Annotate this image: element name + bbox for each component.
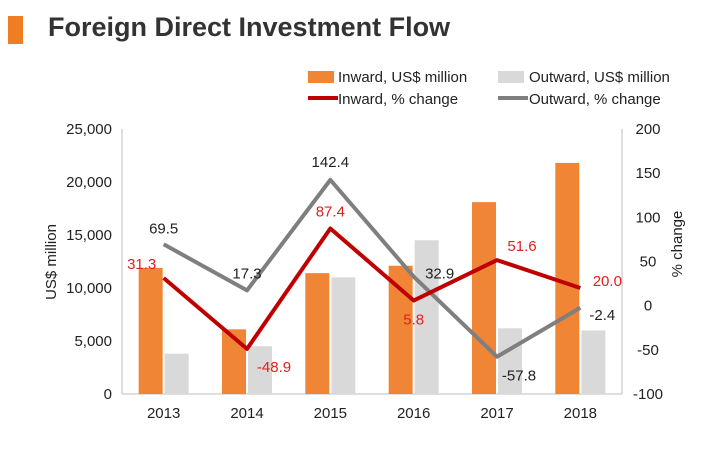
y2-tick-label: -50: [637, 342, 659, 359]
data-label-outward-change: 142.4: [312, 154, 350, 171]
y2-tick-label: 200: [635, 121, 660, 138]
bar-outward: [581, 330, 606, 394]
y2-tick-label: -100: [633, 386, 663, 403]
bar-inward: [138, 267, 163, 394]
line-inward-change: [162, 226, 581, 351]
y2-tick-label: 150: [635, 165, 660, 182]
data-label-outward-change: 69.5: [149, 220, 178, 237]
y2-tick-label: 100: [635, 209, 660, 226]
x-tick-label: 2014: [230, 405, 263, 422]
bar-inward: [305, 273, 330, 394]
data-label-outward-change: -2.4: [589, 307, 615, 324]
bar-inward: [388, 265, 413, 394]
x-tick-label: 2016: [397, 405, 430, 422]
y-tick-label: 15,000: [66, 227, 112, 244]
y-tick-label: 5,000: [74, 333, 112, 350]
plot-area: 0 5,000 10,000 15,000 20,000 25,000 -100 -50 0 50…: [66, 121, 663, 422]
bar-outward: [498, 328, 522, 394]
y-tick-label: 0: [104, 386, 112, 403]
legend-label-inward-line: Inward, % change: [338, 91, 458, 108]
y-tick-label: 20,000: [66, 174, 112, 191]
bar-outward: [248, 346, 272, 394]
x-tick-label: 2013: [147, 405, 180, 422]
bar-outward: [164, 353, 189, 394]
legend-label-outward-bar: Outward, US$ million: [529, 69, 670, 86]
x-tick-label: 2017: [480, 405, 513, 422]
y-axis-label: US$ million: [43, 224, 60, 300]
bar-inward: [555, 162, 580, 394]
data-label-inward-change: 51.6: [507, 238, 536, 255]
legend: Inward, US$ million Outward, US$ million…: [308, 69, 670, 108]
data-label-outward-change: 17.3: [232, 265, 261, 282]
legend-label-inward-bar: Inward, US$ million: [338, 69, 467, 86]
data-label-inward-change: 5.8: [403, 312, 424, 329]
title-accent-bar: [8, 16, 23, 44]
data-label-inward-change: 20.0: [593, 273, 622, 290]
bar-outward: [331, 277, 356, 394]
y-tick-label: 25,000: [66, 121, 112, 138]
y2-axis-label: % change: [669, 211, 686, 278]
legend-swatch-inward-bar: [308, 71, 334, 83]
y2-tick-label: 0: [644, 298, 652, 315]
y2-tick-label: 50: [640, 254, 657, 271]
data-label-inward-change: -48.9: [257, 359, 291, 376]
data-label-inward-change: 31.3: [127, 256, 156, 273]
bar-inward: [472, 202, 496, 394]
x-tick-label: 2018: [564, 405, 597, 422]
bar-outward: [414, 240, 439, 394]
line-outward-change: [162, 177, 582, 359]
chart-title: Foreign Direct Investment Flow: [48, 12, 451, 42]
legend-label-outward-line: Outward, % change: [529, 91, 661, 108]
y-tick-label: 10,000: [66, 280, 112, 297]
data-label-outward-change: -57.8: [502, 368, 536, 385]
data-label-outward-change: 32.9: [425, 266, 454, 283]
data-label-inward-change: 87.4: [316, 203, 345, 220]
x-tick-label: 2015: [314, 405, 347, 422]
legend-swatch-outward-bar: [498, 71, 524, 83]
